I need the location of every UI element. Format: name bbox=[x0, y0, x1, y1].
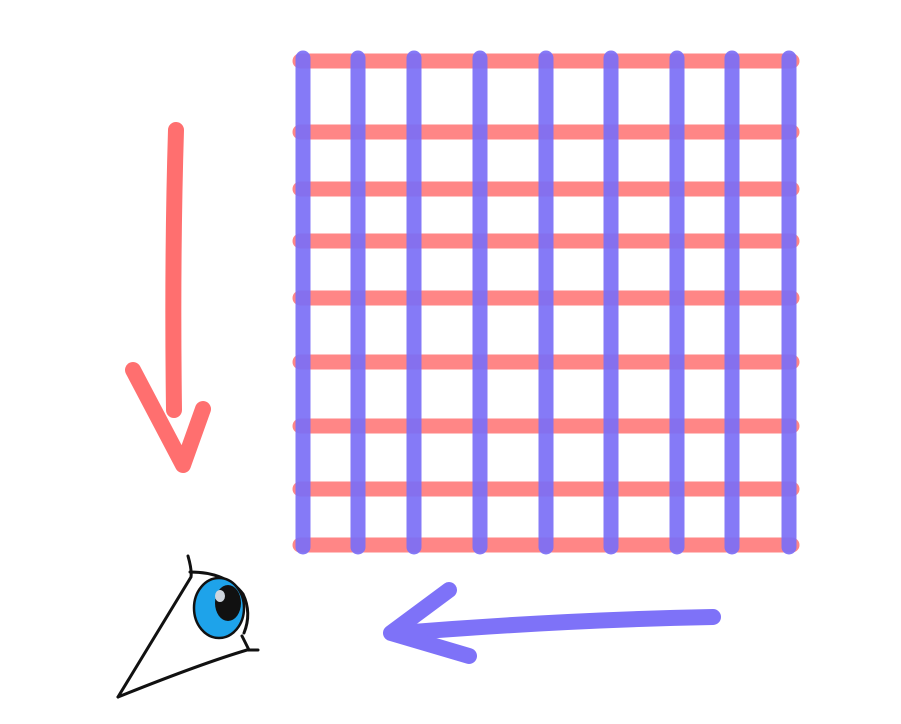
eye-lash bbox=[240, 634, 251, 652]
eye-lid-line bbox=[188, 570, 250, 635]
left-arrow-shaft bbox=[392, 609, 721, 641]
eye-lid-lower bbox=[116, 648, 260, 699]
left-arrow-icon bbox=[383, 582, 721, 664]
down-arrow-icon bbox=[125, 122, 211, 473]
eye-icon bbox=[116, 554, 260, 699]
eye-highlight bbox=[215, 590, 225, 602]
eye-lid-upper bbox=[116, 554, 193, 699]
down-arrow-shaft bbox=[165, 122, 184, 418]
vertical-lines-group bbox=[295, 50, 797, 555]
left-arrow-head bbox=[383, 582, 477, 664]
down-arrow-head bbox=[125, 362, 211, 473]
